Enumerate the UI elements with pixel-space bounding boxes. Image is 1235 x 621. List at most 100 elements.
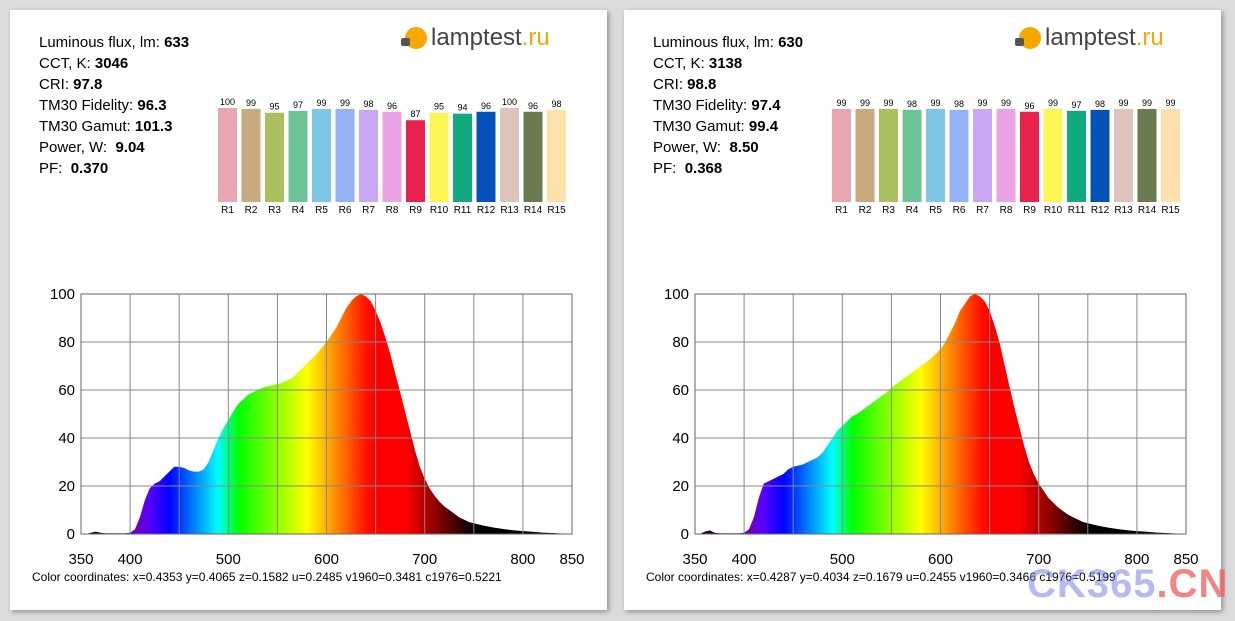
cri-bar [453, 113, 472, 202]
spectrum-chart: 0 20 40 60 80 100 350 400 500 600 700 800 850 [664, 286, 1199, 568]
y-tick-label: 60 [58, 382, 75, 399]
cct-value: 3138 [708, 55, 743, 72]
cri-value-label: 99 [1118, 98, 1128, 108]
cri-value-label: 98 [363, 99, 373, 109]
power-label: Power, W: [653, 139, 722, 156]
cri-bar [879, 108, 898, 202]
x-tick-label: 350 [682, 551, 707, 568]
panel-left: Luminous flux, lm: 633 CCT, K: 3046 CRI:… [10, 10, 607, 610]
color-coordinates: Color coordinates: x=0.4353 y=0.4065 z=0… [32, 570, 502, 584]
power-row: Power, W: 9.04 [39, 137, 189, 158]
stats-block: Luminous flux, lm: 630 CCT, K: 3138 CRI:… [653, 32, 803, 179]
cri-value-label: 99 [1142, 98, 1152, 108]
cri-bar [996, 108, 1016, 202]
cri-index-label: R1 [835, 205, 848, 216]
power-row: Power, W: 8.50 [653, 137, 803, 158]
cri-index-label: R11 [454, 205, 472, 216]
cri-index-label: R12 [1091, 205, 1110, 216]
flux-label: Luminous flux, lm: [653, 34, 774, 51]
cri-index-label: R10 [430, 205, 449, 216]
coords-value: x=0.4287 y=0.4034 z=0.1679 u=0.2455 v196… [746, 570, 1116, 584]
cri-bar [218, 108, 237, 202]
cri-index-label: R4 [292, 205, 305, 216]
cri-index-label: R5 [929, 205, 942, 216]
x-tick-label: 800 [1124, 551, 1149, 568]
cri-index-label: R13 [1114, 205, 1133, 216]
y-tick-label: 20 [58, 478, 75, 495]
y-tick-label: 100 [664, 286, 689, 303]
x-tick-label: 500 [216, 551, 241, 568]
pf-label: PF: [39, 160, 63, 177]
cri-value-label: 99 [1165, 98, 1175, 108]
cri-bar [288, 110, 308, 202]
y-tick-label: 100 [50, 286, 75, 303]
tm30g-value: 99.4 [748, 118, 779, 135]
cri-index-label: R3 [268, 205, 281, 216]
cct-label: CCT, K: [653, 55, 705, 72]
y-tick-label: 60 [672, 382, 689, 399]
cri-bar-chart: 100 R1 99 R2 95 R3 97 R4 99 R5 99 R6 98 R7 96 R8 87 R9 95 R… [218, 97, 566, 216]
x-tick-label: 850 [1173, 551, 1198, 568]
cri-value-label: 99 [340, 98, 350, 108]
cri-bar [1020, 111, 1039, 202]
watermark-suffix: .CN [1156, 562, 1229, 606]
y-tick-label: 20 [672, 478, 689, 495]
cri-value-label: 97 [1071, 100, 1081, 110]
pf-row: PF: 0.368 [653, 158, 803, 179]
coords-label: Color coordinates: [32, 570, 130, 584]
x-tick-label: 500 [830, 551, 855, 568]
cri-value-label: 99 [860, 98, 870, 108]
plot-frame [80, 293, 573, 535]
cri-row: CRI: 97.8 [39, 74, 189, 95]
cri-row: CRI: 98.8 [653, 74, 803, 95]
stats-block: Luminous flux, lm: 633 CCT, K: 3046 CRI:… [39, 32, 189, 179]
cri-index-label: R9 [409, 205, 422, 216]
cri-bar [1137, 108, 1157, 202]
tm30f-value: 96.3 [137, 97, 167, 114]
cri-value-label: 96 [481, 101, 491, 111]
cri-bar [241, 108, 261, 202]
bulb-icon [401, 27, 427, 49]
logo-brand: lamptest [431, 24, 522, 51]
x-tick-label: 700 [412, 551, 437, 568]
x-tick-label: 400 [732, 551, 757, 568]
power-value: 9.04 [115, 139, 145, 156]
cri-value-label: 100 [220, 97, 235, 107]
cri-value-label: 87 [410, 109, 420, 119]
cri-index-label: R2 [859, 205, 872, 216]
flux-label: Luminous flux, lm: [39, 34, 160, 51]
cri-bar [406, 120, 425, 202]
flux-value: 630 [778, 34, 804, 51]
tm30f-label: TM30 Fidelity: [39, 97, 134, 114]
cri-bar [359, 109, 378, 202]
cri-bar [382, 111, 402, 202]
pf-value: 0.368 [684, 160, 723, 177]
spectrum-chart: 0 20 40 60 80 100 350 400 500 600 700 800 850 [50, 286, 585, 568]
cri-bar [523, 111, 543, 202]
x-tick-label: 800 [510, 551, 535, 568]
pf-row: PF: 0.370 [39, 158, 189, 179]
cri-bar [973, 108, 992, 202]
tm30f-row: TM30 Fidelity: 97.4 [653, 95, 803, 116]
cri-index-label: R5 [315, 205, 328, 216]
cri-value-label: 95 [269, 102, 279, 112]
coords-value: x=0.4353 y=0.4065 z=0.1582 u=0.2485 v196… [132, 570, 502, 584]
x-tick-label: 850 [559, 551, 584, 568]
flux-value: 633 [164, 34, 190, 51]
coords-label: Color coordinates: [646, 570, 744, 584]
pf-label: PF: [653, 160, 677, 177]
y-tick-label: 0 [67, 526, 75, 543]
cct-row: CCT, K: 3046 [39, 53, 189, 74]
cri-index-label: R6 [339, 205, 352, 216]
cri-value-label: 96 [1024, 101, 1034, 111]
cri-index-label: R8 [386, 205, 399, 216]
cri-value-label: 99 [883, 98, 893, 108]
lamptest-logo: lamptest .ru [1015, 24, 1164, 52]
cri-value-label: 98 [954, 99, 964, 109]
cri-bar [832, 108, 851, 202]
cri-index-label: R13 [500, 205, 519, 216]
tm30f-label: TM30 Fidelity: [653, 97, 748, 114]
tm30g-row: TM30 Gamut: 101.3 [39, 116, 189, 137]
cri-bar [855, 108, 875, 202]
cri-value: 97.8 [73, 76, 103, 93]
